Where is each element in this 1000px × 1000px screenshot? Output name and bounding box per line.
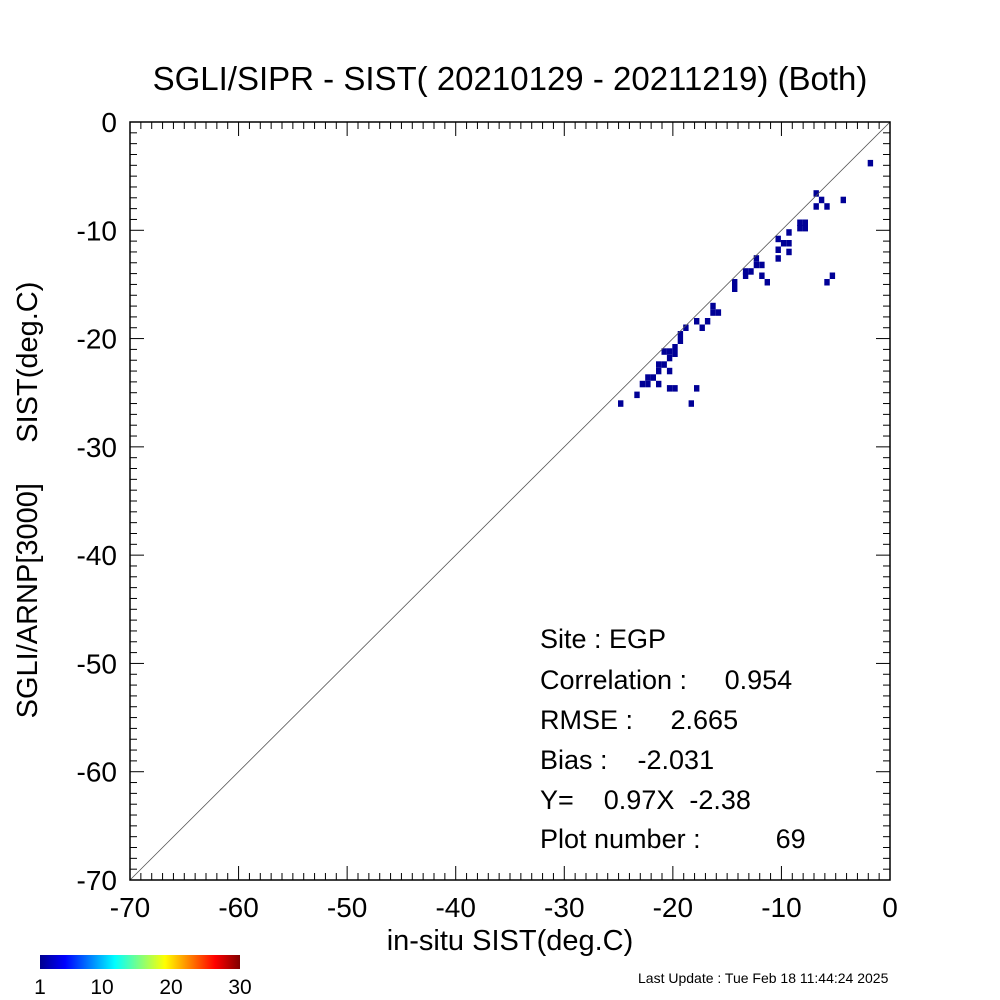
x-tick-label: 0 [882, 892, 898, 923]
density-bin [677, 331, 684, 338]
density-bin [780, 240, 787, 247]
colorbar [40, 955, 240, 969]
y-tick-label: -20 [77, 324, 117, 355]
density-bins [618, 159, 874, 407]
colorbar-tick-label: 10 [90, 976, 113, 999]
y-tick-labels: 0 -10 -20 -30 -40 -50 -60 -70 [77, 107, 117, 896]
y-axis-label: SGLI/ARNP[3000] SIST(deg.C) [12, 282, 44, 719]
density-bin [797, 224, 803, 232]
density-bin [710, 302, 716, 310]
last-update-text: Last Update : Tue Feb 18 11:44:24 2025 [638, 970, 889, 986]
density-bin [666, 354, 673, 362]
density-bin [818, 196, 825, 204]
correlation-text: Correlation : 0.954 [540, 665, 792, 695]
density-bin [742, 272, 749, 279]
density-bin [656, 367, 662, 375]
regression-text: Y= 0.97X -2.38 [540, 785, 751, 815]
density-bin [813, 190, 819, 197]
x-tick-label: -20 [653, 892, 693, 923]
y-tick-label: -30 [77, 432, 117, 463]
density-bin [786, 240, 792, 247]
density-bin [748, 268, 754, 275]
density-bin [666, 385, 673, 392]
density-bin [677, 337, 684, 344]
density-bin [829, 272, 836, 279]
density-bin [639, 380, 646, 388]
major-ticks [129, 121, 891, 881]
density-bin [753, 255, 760, 262]
site-text: Site : EGP [540, 624, 666, 654]
y-tick-label: -70 [77, 865, 117, 896]
density-bin [786, 229, 792, 236]
density-bin [694, 318, 700, 325]
x-tick-label: -70 [110, 892, 150, 923]
x-tick-labels: -70 -60 -50 -40 -30 -20 -10 0 [110, 892, 898, 923]
density-bin [797, 219, 803, 226]
density-bin [759, 261, 765, 269]
bias-text: Bias : -2.031 [540, 745, 714, 775]
density-bin [683, 324, 689, 331]
stats-box: Site : EGP Correlation : 0.954 RMSE : 2.… [540, 624, 806, 854]
density-bin [753, 261, 760, 269]
x-axis-label: in-situ SIST(deg.C) [387, 925, 634, 957]
density-bin [813, 203, 819, 210]
density-bin [656, 361, 662, 368]
chart-title: SGLI/SIPR - SIST( 20210129 - 20211219) (… [153, 60, 868, 97]
density-bin [699, 324, 705, 331]
minor-ticks [130, 122, 890, 880]
plot-number-text: Plot number : 69 [540, 824, 806, 854]
density-bin [715, 309, 722, 316]
density-bin [732, 285, 738, 292]
density-bin [645, 380, 651, 388]
colorbar-tick-label: 20 [159, 976, 182, 999]
x-tick-label: -60 [218, 892, 258, 923]
density-bin [775, 235, 781, 243]
density-bin [840, 196, 846, 204]
density-bin [634, 391, 640, 399]
y-tick-label: -60 [77, 757, 117, 788]
density-bin [666, 348, 673, 355]
colorbar-tick-label: 30 [228, 976, 251, 999]
density-bin [694, 385, 700, 392]
density-bin [732, 279, 738, 286]
density-bin [661, 361, 667, 368]
density-bin [688, 400, 694, 407]
y-tick-label: -10 [77, 215, 117, 246]
density-bin [824, 203, 830, 210]
density-bin [618, 400, 624, 407]
density-bin [672, 350, 678, 357]
density-bin [666, 367, 673, 375]
density-bin [672, 385, 678, 392]
density-bin [704, 318, 711, 325]
density-bin [656, 380, 662, 388]
density-bin [661, 348, 667, 355]
density-bin [775, 246, 781, 253]
density-bin [764, 279, 770, 286]
density-bin [786, 248, 792, 256]
density-bin [650, 374, 656, 381]
y-tick-label: -40 [77, 540, 117, 571]
x-tick-label: -40 [435, 892, 475, 923]
density-bin [802, 224, 808, 232]
density-bin [775, 255, 781, 262]
x-tick-label: -10 [761, 892, 801, 923]
density-bin [867, 159, 874, 167]
density-bin [710, 309, 716, 316]
density-bin [742, 268, 749, 275]
rmse-text: RMSE : 2.665 [540, 705, 738, 735]
density-bin [802, 219, 808, 226]
colorbar-tick-label: 1 [34, 976, 46, 999]
x-tick-label: -50 [327, 892, 367, 923]
one-to-one-line [129, 121, 891, 881]
y-tick-label: -50 [77, 648, 117, 679]
colorbar-labels: 1 10 20 30 [34, 976, 252, 999]
density-bin [645, 374, 651, 381]
x-tick-label: -30 [544, 892, 584, 923]
density-bin [672, 344, 678, 351]
y-tick-label: 0 [101, 107, 117, 138]
density-bin [824, 279, 830, 286]
density-bin [759, 272, 765, 279]
